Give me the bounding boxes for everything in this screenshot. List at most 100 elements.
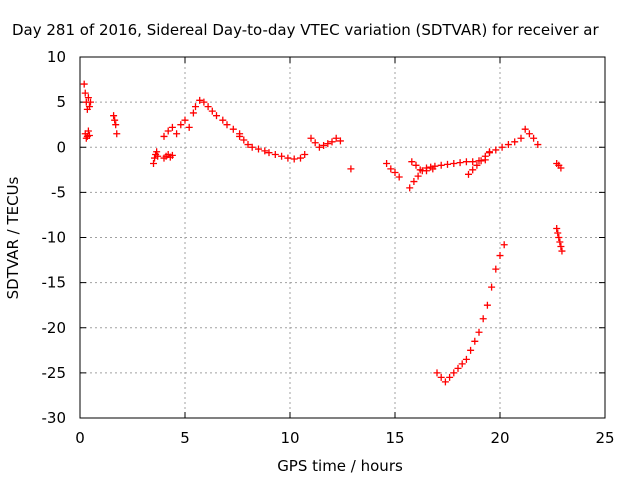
data-point <box>456 159 464 167</box>
data-point <box>387 165 395 173</box>
data-point <box>236 132 244 140</box>
data-point <box>177 121 185 129</box>
data-point <box>324 140 332 148</box>
data-point <box>196 96 204 104</box>
data-point <box>173 130 181 138</box>
data-point <box>244 141 252 149</box>
data-point <box>81 89 89 97</box>
data-point <box>504 141 512 149</box>
y-tick-label: 0 <box>56 138 66 156</box>
data-point <box>477 157 485 165</box>
data-point <box>85 103 93 111</box>
data-point <box>496 252 504 260</box>
axis-ticks <box>79 56 606 419</box>
data-point <box>498 143 506 151</box>
data-point <box>113 130 121 138</box>
data-point <box>297 154 304 162</box>
grid-lines <box>80 57 605 418</box>
data-point <box>332 134 340 142</box>
data-point <box>208 107 216 115</box>
data-points <box>80 80 566 386</box>
data-point <box>336 137 344 145</box>
data-point <box>423 167 430 175</box>
data-point <box>469 166 477 174</box>
data-point <box>517 134 525 142</box>
data-point <box>168 151 176 159</box>
y-tick-label: -25 <box>42 364 67 382</box>
data-point <box>80 80 88 88</box>
data-point <box>192 103 199 111</box>
data-point <box>111 116 119 124</box>
data-point <box>189 109 197 117</box>
data-point <box>500 241 508 249</box>
data-point <box>557 164 565 172</box>
data-point <box>84 127 92 135</box>
data-point <box>408 158 416 166</box>
x-axis-label: GPS time / hours <box>277 457 403 475</box>
data-point <box>315 143 323 151</box>
data-point <box>429 165 437 173</box>
data-point <box>534 141 542 149</box>
data-point <box>433 369 441 377</box>
x-tick-labels: 0 5 10 15 20 25 <box>75 429 614 447</box>
x-tick-label: 15 <box>385 429 404 447</box>
data-point <box>301 150 309 158</box>
data-point <box>271 150 279 158</box>
data-point <box>261 147 269 155</box>
data-point <box>391 169 399 177</box>
data-point <box>311 139 319 147</box>
data-point <box>320 141 328 149</box>
data-point <box>248 143 256 151</box>
y-tick-label: -15 <box>42 274 67 292</box>
data-point <box>278 152 286 160</box>
data-point <box>492 265 500 273</box>
x-tick-label: 0 <box>75 429 85 447</box>
data-point <box>160 132 168 140</box>
y-axis-label: SDTVAR / TECUs <box>4 176 22 299</box>
data-point <box>437 373 445 381</box>
data-point <box>112 121 120 129</box>
x-tick-label: 5 <box>180 429 190 447</box>
data-point <box>307 134 315 142</box>
data-point <box>219 116 227 124</box>
data-point <box>441 378 449 386</box>
data-point <box>553 224 561 232</box>
data-point <box>481 152 489 160</box>
y-tick-label: 5 <box>56 93 66 111</box>
y-tick-label: -20 <box>42 319 67 337</box>
data-point <box>85 132 93 140</box>
data-point <box>410 178 418 186</box>
data-point <box>150 159 157 167</box>
data-point <box>185 123 193 131</box>
data-point <box>328 138 336 146</box>
data-point <box>414 172 422 180</box>
data-point <box>492 146 500 154</box>
data-point <box>446 373 454 381</box>
data-point <box>469 158 477 166</box>
data-point <box>486 149 493 157</box>
data-point <box>168 123 176 131</box>
data-point <box>383 159 391 167</box>
data-point <box>479 315 487 323</box>
chart-title: Day 281 of 2016, Sidereal Day-to-day VTE… <box>12 21 599 39</box>
data-point <box>110 112 118 120</box>
data-point <box>556 238 564 246</box>
data-point <box>200 98 208 106</box>
data-point <box>284 154 292 162</box>
data-point <box>555 234 563 241</box>
data-point <box>471 337 479 345</box>
data-point <box>450 159 458 167</box>
data-point <box>462 158 470 166</box>
data-point <box>347 165 355 173</box>
data-point <box>450 369 458 377</box>
data-point <box>521 125 529 133</box>
y-tick-label: -5 <box>51 183 66 201</box>
x-tick-label: 20 <box>490 429 509 447</box>
data-point <box>454 364 462 372</box>
x-tick-label: 25 <box>595 429 614 447</box>
data-point <box>462 355 470 363</box>
data-point <box>153 148 161 156</box>
data-point <box>444 160 451 168</box>
